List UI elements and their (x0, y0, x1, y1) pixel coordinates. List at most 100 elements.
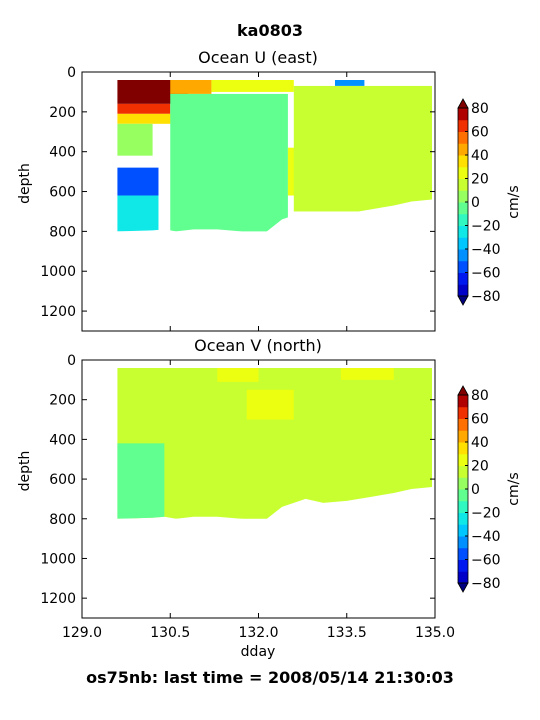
colorbar-segment (458, 395, 468, 408)
colorbar-tick-label: 0 (471, 482, 480, 498)
colorbar-segment (458, 536, 468, 549)
colorbar-tick-label: 80 (471, 101, 489, 117)
y-tick-label: 1000 (40, 264, 76, 280)
y-tick-label: 800 (49, 224, 76, 240)
x-tick-label: 135.0 (415, 625, 455, 641)
colorbar-tick-label: −80 (471, 576, 501, 592)
x-tick-label: 129.0 (62, 625, 102, 641)
colorbar-min-arrow (457, 582, 469, 593)
colorbar-tick-label: −40 (471, 529, 501, 545)
colorbar-tick-label: 80 (471, 388, 489, 404)
x-tick-label: 130.5 (150, 625, 190, 641)
colorbar-segment (458, 249, 468, 262)
colorbar-tick-label: −60 (471, 266, 501, 282)
colorbar-segment (458, 237, 468, 250)
colorbar-segment (458, 547, 468, 560)
colorbar-tick-label: −80 (471, 289, 501, 305)
colorbar-segment (458, 119, 468, 132)
y-tick-label: 800 (49, 512, 76, 528)
panel-ocean-v: Ocean V (north) 020040060080010001200129… (17, 336, 522, 641)
colorbar-segment (458, 190, 468, 203)
colorbar-tick-label: 40 (471, 435, 489, 451)
colorbar-segment (458, 406, 468, 419)
panel-title-ocean-u: Ocean U (east) (198, 48, 318, 67)
y-axis-label-ocean-u: depth (17, 163, 33, 204)
y-tick-label: 0 (67, 65, 76, 81)
velocity-cell (170, 93, 288, 232)
velocity-cell (334, 79, 365, 86)
colorbar-segment (458, 465, 468, 478)
colorbar-segment (458, 477, 468, 490)
y-tick-label: 1200 (40, 304, 76, 320)
colorbar-label-ocean-v: cm/s (506, 472, 522, 505)
x-tick-label: 133.5 (327, 625, 367, 641)
colorbar-segment (458, 225, 468, 238)
colorbar-ocean-u: 80 60 40 20 0 −20 −40 −60 −80 (457, 98, 501, 306)
velocity-field (117, 367, 433, 519)
colorbar-tick-label: −20 (471, 506, 501, 522)
colorbar-tick-label: 20 (471, 172, 489, 188)
colorbar-segment (458, 166, 468, 179)
y-tick-label: 1000 (40, 551, 76, 567)
colorbar-min-arrow (457, 295, 469, 306)
plot-area-ocean-v (117, 367, 433, 519)
velocity-cell (117, 113, 200, 124)
colorbar-segment (458, 143, 468, 156)
y-tick-label: 400 (49, 432, 76, 448)
colorbar-tick-label: 20 (471, 459, 489, 475)
colorbar-segment (458, 442, 468, 455)
panel-title-ocean-v: Ocean V (north) (194, 336, 322, 355)
velocity-cell (117, 443, 165, 519)
colorbar-segment (458, 178, 468, 191)
colorbar-segment (458, 489, 468, 502)
y-tick-label: 400 (49, 145, 76, 161)
colorbar-segment (458, 131, 468, 144)
colorbar-max-arrow (457, 98, 469, 109)
colorbar-segment (458, 453, 468, 466)
colorbar-segment (458, 500, 468, 513)
y-tick-label: 200 (49, 105, 76, 121)
velocity-cell (293, 85, 433, 212)
colorbar-tick-label: 0 (471, 195, 480, 211)
colorbar-segment (458, 524, 468, 537)
colorbar-segment (458, 571, 468, 584)
x-axis-label: dday (241, 644, 276, 660)
y-axis-label-ocean-v: depth (17, 451, 33, 492)
colorbar-max-arrow (457, 385, 469, 396)
y-tick-label: 200 (49, 393, 76, 409)
colorbar-tick-label: −40 (471, 242, 501, 258)
colorbar-label-ocean-u: cm/s (506, 185, 522, 218)
colorbar-segment (458, 213, 468, 226)
velocity-cell (329, 367, 394, 380)
velocity-cell (170, 79, 212, 94)
colorbar-tick-label: 60 (471, 125, 489, 141)
colorbar-segment (458, 512, 468, 525)
colorbar-segment (458, 260, 468, 273)
colorbar-ocean-v: 80 60 40 20 0 −20 −40 −60 −80 (457, 385, 501, 593)
colorbar-segment (458, 202, 468, 215)
velocity-cell (117, 167, 159, 196)
colorbar-tick-label: 60 (471, 412, 489, 428)
velocity-cell (117, 103, 171, 114)
velocity-cell (246, 389, 294, 420)
axes-ocean-u: 0 200 400 600 800 1000 1200 (40, 65, 436, 332)
colorbar-segment (458, 272, 468, 285)
velocity-cell (211, 79, 294, 92)
colorbar-segment (458, 108, 468, 121)
colorbar-segment (458, 430, 468, 443)
plot-area-ocean-u (117, 79, 433, 232)
y-tick-label: 0 (67, 353, 76, 369)
velocity-cell (217, 367, 259, 382)
colorbar-tick-label: 40 (471, 148, 489, 164)
colorbar-tick-label: −60 (471, 553, 501, 569)
y-tick-label: 600 (49, 472, 76, 488)
colorbar-segment (458, 559, 468, 572)
colorbar-segment (458, 418, 468, 431)
colorbar-segment (458, 155, 468, 168)
figure-footer: os75nb: last time = 2008/05/14 21:30:03 (86, 668, 454, 687)
y-tick-label: 1200 (40, 591, 76, 607)
y-tick-label: 600 (49, 185, 76, 201)
axes-ocean-v: 0 200 400 600 800 1000 1200 129.0 130.5 132.0 133.… (40, 353, 455, 641)
